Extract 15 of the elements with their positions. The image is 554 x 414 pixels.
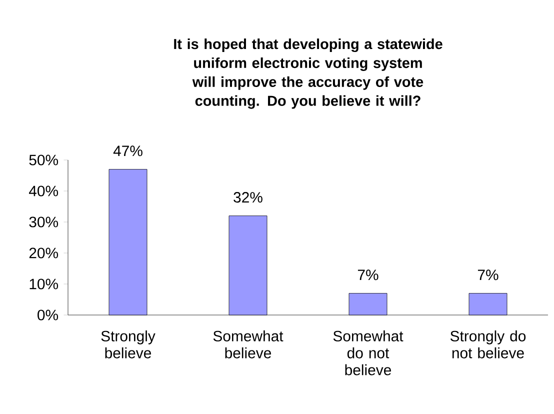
data-label: 47%: [113, 146, 142, 156]
y-tick-label: 20%: [29, 248, 58, 258]
y-tick-label: 30%: [29, 216, 58, 228]
y-tick-label: 0%: [38, 310, 58, 320]
x-tick-label: Strongly do not believe: [450, 330, 526, 358]
y-tick-label: 50%: [29, 154, 58, 166]
x-tick-label: Somewhat believe: [213, 330, 284, 358]
data-label: 32%: [234, 192, 262, 203]
y-tick-label: 40%: [29, 186, 58, 196]
x-tick-label: Strongly believe: [101, 330, 156, 358]
x-tick-label: Somewhat do not believe: [333, 330, 404, 376]
data-label: 7%: [478, 270, 498, 280]
chart-title: It is hoped that developing a statewide uniform electronic voting system will improve the accuracy of vote counting. Do you believe it will?: [174, 38, 442, 109]
data-label: 7%: [358, 270, 378, 280]
y-tick-label: 10%: [30, 278, 58, 290]
